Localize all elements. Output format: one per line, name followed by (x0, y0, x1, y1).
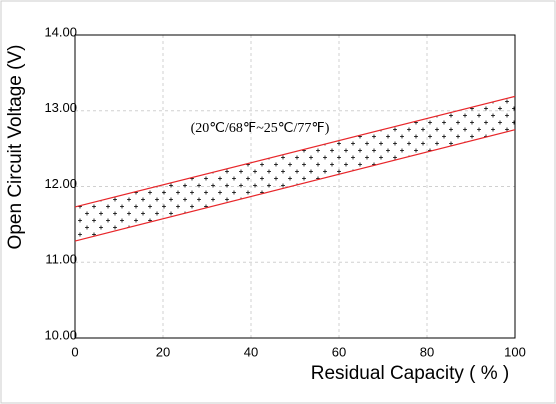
annotation: (20℃/68℉~25℃/77℉) (191, 121, 330, 136)
series-line (74, 95, 516, 208)
x-tick-label: 0 (71, 344, 78, 359)
x-tick-label: 20 (156, 344, 170, 359)
y-tick-label: 10.00 (44, 327, 77, 342)
y-axis-label: Open Circuit Voltage (V) (5, 45, 26, 250)
x-tick-label: 80 (420, 344, 434, 359)
x-tick-label: 100 (504, 344, 526, 359)
plot-border (74, 34, 516, 339)
y-tick-label: 11.00 (45, 252, 77, 267)
x-tick-label: 60 (332, 344, 346, 359)
y-tick-label: 13.00 (44, 100, 77, 115)
y-tick-label: 14.00 (44, 24, 77, 39)
series-line (74, 129, 516, 242)
band-fill (75, 96, 515, 242)
x-axis-label: Residual Capacity ( % ) (311, 363, 510, 384)
y-tick-label: 12.00 (44, 176, 77, 191)
x-tick-label: 40 (244, 344, 258, 359)
